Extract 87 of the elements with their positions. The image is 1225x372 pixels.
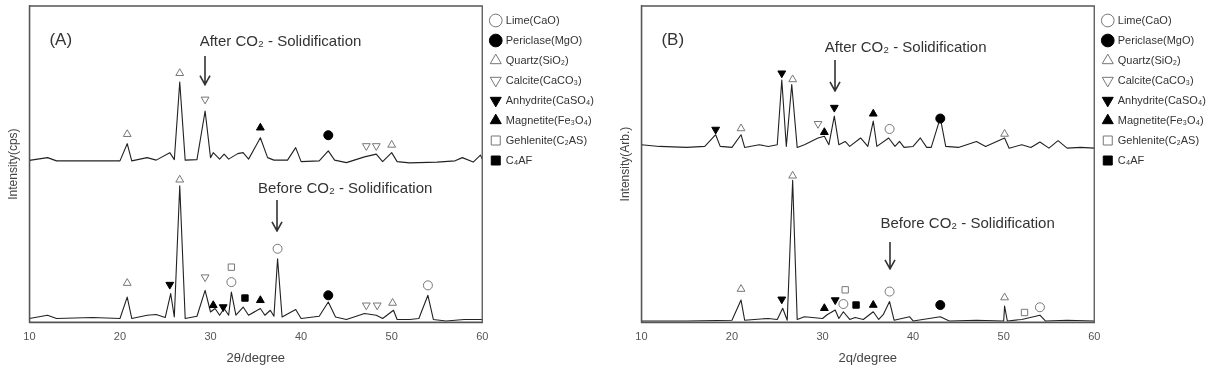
legend-label: Gehlenite(C₂AS) [1117,133,1200,146]
legend-label: Periclase(MgO) [505,33,583,46]
point [226,277,237,288]
point [813,121,823,129]
legend-label: Lime(CaO) [505,13,560,26]
point [819,127,829,135]
x-tick-label: 50 [385,329,398,342]
legend-label: Magnetite(Fe₃O₄) [1117,113,1204,126]
x-tick-label: 60 [476,329,489,342]
point [241,294,249,302]
legend-label: Quartz(SiO₂) [505,53,569,66]
point [819,303,829,312]
x-tick-label: 30 [816,329,829,342]
legend-label: Anhydrite(CaSO₄) [505,93,595,106]
x-tick-label: 50 [997,329,1010,342]
x-axis-title: 2q/degree [838,349,898,365]
point [736,123,746,132]
x-tick-label: 40 [906,329,920,342]
point [272,243,283,254]
point [935,113,946,124]
x-tick-label: 30 [204,329,217,342]
y-axis-title: Intensity(Arb.) [617,126,632,202]
point [1000,128,1009,137]
legend-label: Calcite(CaCO₃) [505,73,582,86]
legend-label: Calcite(CaCO₃) [1117,73,1194,86]
point [422,280,433,291]
point [736,284,746,292]
legend-label: Periclase(MgO) [1117,33,1195,46]
point [388,298,397,306]
point [218,304,228,313]
point [371,143,381,151]
point [868,108,878,117]
point [175,174,185,183]
x-tick-label: 20 [725,329,739,342]
point [255,122,265,131]
legend-label: C₄AF [505,153,533,166]
x-axis-title: 2θ/degree [226,349,286,365]
point [200,96,210,105]
point [122,129,132,137]
point [711,126,721,135]
point [323,130,334,141]
point [361,143,371,151]
point [830,297,840,306]
point [788,170,798,179]
point [1034,302,1045,313]
point [372,302,382,311]
annotation: Before CO₂ - Solidification [258,178,433,196]
point [175,68,185,76]
text: After CO₂ - Solidification [824,38,987,56]
point [788,74,798,83]
legend-label: Quartz(SiO₂) [1117,53,1181,66]
y-axis-title: Intensity(cps) [5,128,20,200]
point [884,123,895,134]
point [1020,308,1029,317]
point [829,104,839,113]
point [208,300,218,309]
point [200,274,210,283]
point [1000,292,1009,301]
x-tick-label: 60 [1088,329,1101,342]
annotation: Before CO₂ - Solidification [880,214,1055,232]
point [841,286,849,294]
point [838,299,849,310]
point [935,300,946,311]
x-tick-label: 20 [113,329,127,342]
x-tick-label: 40 [294,329,308,342]
point [361,302,371,311]
point [323,290,334,301]
legend-label: Anhydrite(CaSO₄) [1117,93,1207,106]
legend-label: Lime(CaO) [1117,13,1172,26]
point [255,295,265,304]
legend-label: C₄AF [1117,153,1145,166]
x-tick-label: 10 [23,329,36,342]
point [868,300,878,308]
chart-title: (A) [49,30,73,50]
x-tick-label: 10 [635,329,648,342]
point [122,278,132,286]
legend-label: Magnetite(Fe₃O₄) [505,113,592,126]
text: After CO₂ - Solidification [199,31,362,49]
point [884,286,895,297]
point [227,263,236,271]
point [777,70,787,79]
point [852,301,860,309]
legend-label: Gehlenite(C₂AS) [505,133,588,146]
point [165,281,175,290]
point [387,139,397,148]
chart-title: (B) [661,30,685,50]
point [777,296,787,305]
